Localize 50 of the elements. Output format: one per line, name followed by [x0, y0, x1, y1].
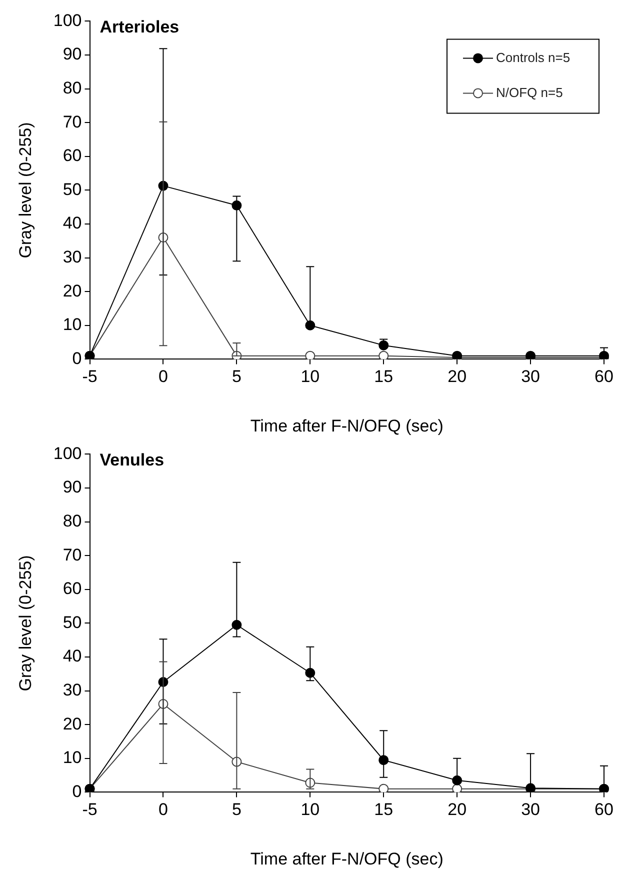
y-tick-label: 70 [62, 545, 82, 564]
y-tick-label: 30 [62, 680, 82, 700]
y-tick-label: 10 [62, 315, 82, 334]
chart-title: Arterioles [100, 17, 180, 36]
y-tick-label: 60 [62, 579, 82, 598]
legend-label: N/OFQ n=5 [496, 84, 563, 100]
x-axis-title: Time after F-N/OFQ (sec) [250, 416, 444, 436]
y-tick-label: 80 [62, 511, 82, 530]
y-tick-label: 90 [62, 478, 82, 497]
x-tick-label: 15 [374, 800, 394, 820]
y-tick-label: 20 [62, 281, 82, 300]
x-tick-label: 60 [594, 367, 614, 386]
y-tick-label: 20 [62, 714, 82, 734]
y-tick-label: 100 [53, 10, 82, 30]
x-tick-label: 5 [232, 367, 242, 386]
x-tick-label: -5 [82, 367, 98, 386]
x-tick-label: 0 [158, 800, 168, 820]
legend-label: Controls n=5 [496, 50, 570, 65]
x-tick-label: 0 [158, 367, 168, 386]
y-tick-label: 90 [62, 44, 82, 64]
point [378, 784, 389, 792]
chart-title: Venules [100, 450, 164, 470]
y-tick-label: 0 [72, 782, 82, 801]
y-tick-label: 40 [62, 646, 82, 666]
y-tick-label: 0 [72, 348, 82, 368]
y-tick-label: 60 [62, 146, 82, 166]
y-tick-label: 70 [62, 112, 82, 132]
point [305, 350, 316, 360]
y-axis-title: Gray level (0-255) [16, 122, 35, 258]
x-tick-label: -5 [82, 800, 98, 820]
y-tick-label: 10 [62, 748, 82, 768]
point [452, 784, 462, 792]
y-tick-label: 80 [62, 78, 82, 98]
y-tick-label: 30 [62, 247, 82, 266]
y-tick-label: 40 [62, 214, 82, 233]
point [378, 350, 389, 360]
y-tick-label: 50 [62, 180, 82, 199]
x-tick-label: 5 [232, 800, 242, 820]
x-tick-label: 20 [448, 367, 467, 386]
y-tick-label: 100 [53, 444, 82, 463]
x-tick-label: 15 [374, 367, 394, 386]
x-tick-label: 30 [521, 367, 540, 386]
x-tick-label: 60 [594, 800, 614, 820]
x-axis-title: Time after F-N/OFQ (sec) [250, 849, 444, 868]
x-tick-label: 10 [300, 800, 320, 820]
x-tick-label: 20 [448, 800, 467, 820]
y-axis-title: Gray level (0-255) [16, 555, 35, 692]
x-tick-label: 10 [300, 367, 320, 386]
x-tick-label: 30 [521, 800, 540, 820]
y-tick-label: 50 [62, 612, 82, 632]
